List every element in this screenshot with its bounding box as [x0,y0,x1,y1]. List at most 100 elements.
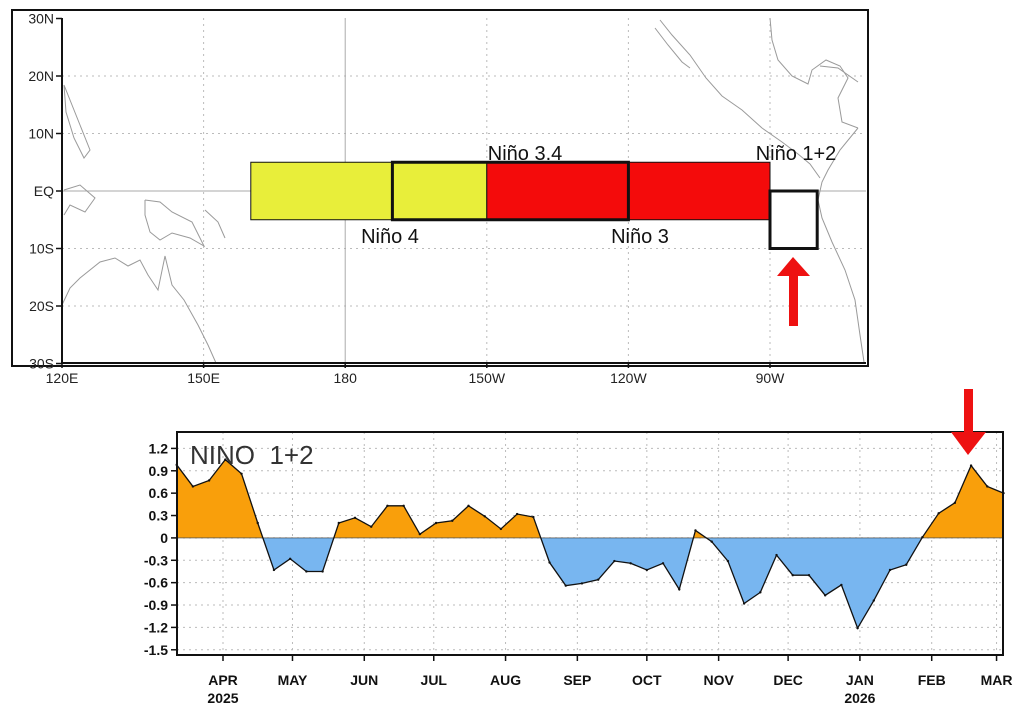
data-point [905,563,908,566]
lon-label: 120E [46,370,79,386]
data-point [921,535,924,539]
x-tick-label: MAR [981,672,1013,688]
y-tick-label: 0.9 [149,463,169,479]
x-tick-label: JUL [421,672,448,688]
region-box-ni-o-3-4 [390,160,630,222]
positive-anomaly-area [177,459,1003,538]
data-point [191,485,195,488]
lat-label: 30S [29,356,54,372]
region-box-ni-o-1-2 [768,189,819,250]
up-arrow-icon [777,257,810,326]
x-tick-label: JAN [846,672,874,688]
lon-label: 90W [756,370,786,386]
data-point [240,472,243,475]
y-tick-label: -0.3 [144,552,168,568]
coastline-south-america [817,127,865,363]
x-tick-label: AUG [490,672,521,688]
nino-1-2-index-chart: 1.2 0.9 0.6 0.3 0 -0.3 -0.6 -0.9 -1.2 -1.5 APR 2025… [144,389,1013,706]
y-tick-label: -0.9 [144,597,168,613]
data-point [726,559,730,563]
data-point [629,562,632,565]
label-nino-1-2: Niño 1+2 [756,143,837,165]
coastline-australia [61,255,217,364]
x-tick-label: OCT [632,672,662,688]
coastline-mexico [659,19,821,179]
down-arrow-icon [951,389,986,455]
y-tick-label: 0.6 [149,485,169,501]
coastline-cuba [819,65,859,83]
coastline-islands [204,209,226,239]
x-tick-year: 2026 [844,690,875,706]
data-point [840,583,843,587]
x-tick-label: APR [208,672,238,688]
data-point [467,504,470,508]
data-point [986,485,989,488]
data-point [564,584,567,587]
data-point [872,599,876,602]
label-nino-3-4: Niño 3.4 [488,143,563,165]
data-point [645,568,649,572]
data-point [305,570,308,573]
lon-label: 120W [610,370,647,386]
y-tick-label: -0.6 [144,575,168,591]
data-point [451,519,454,522]
data-point [499,527,503,531]
x-tick-label: FEB [918,672,946,688]
data-point [402,504,405,508]
data-point [759,591,762,594]
data-points [175,458,1005,630]
lat-label: 10S [29,241,54,257]
data-point [596,578,600,581]
data-point [694,529,697,532]
data-point [823,594,827,597]
x-tick-year: 2025 [207,690,238,706]
chart-axes: 1.2 0.9 0.6 0.3 0 -0.3 -0.6 -0.9 -1.2 -1.5 APR 2025… [144,440,1013,706]
lat-label: 10N [28,126,54,142]
data-point [548,561,551,564]
data-point [418,532,422,536]
data-point [807,573,811,577]
data-point [288,557,292,560]
x-tick-label: NOV [703,672,734,688]
data-point [678,588,681,591]
data-point [888,568,892,572]
coastline-baja [654,27,691,69]
data-point [661,562,665,565]
lon-label: 150E [187,370,220,386]
y-tick-label: 1.2 [149,440,169,456]
data-point [434,521,438,525]
data-point [580,582,584,585]
data-point [856,626,859,630]
label-nino-3: Niño 3 [611,226,669,248]
x-tick-label: MAY [278,672,308,688]
data-point [207,479,211,482]
data-point [337,521,341,525]
x-tick-label: DEC [773,672,803,688]
region-box-ni-o-4 [250,161,488,221]
data-point [224,458,227,461]
y-tick-label: 0 [160,530,168,546]
data-point [515,512,519,516]
lat-label: 30N [28,11,54,27]
data-point [937,512,940,515]
chart-title: NINO 1+2 [190,440,314,470]
chart-frame [176,431,1004,656]
data-point [483,515,486,518]
x-tick-label: SEP [563,672,591,688]
coastline-indonesia [63,184,96,216]
negative-anomaly-area [262,537,923,629]
nino-region-boxes [250,160,819,250]
data-point [742,602,746,605]
data-point [256,521,259,525]
lon-label: 150W [469,370,506,386]
data-point [272,568,276,572]
coastline-new-guinea [144,199,206,248]
data-point [370,525,373,528]
y-tick-label: -1.2 [144,619,168,635]
label-nino-4: Niño 4 [361,226,419,248]
data-point [710,540,713,543]
coastline-philippines [63,84,91,159]
